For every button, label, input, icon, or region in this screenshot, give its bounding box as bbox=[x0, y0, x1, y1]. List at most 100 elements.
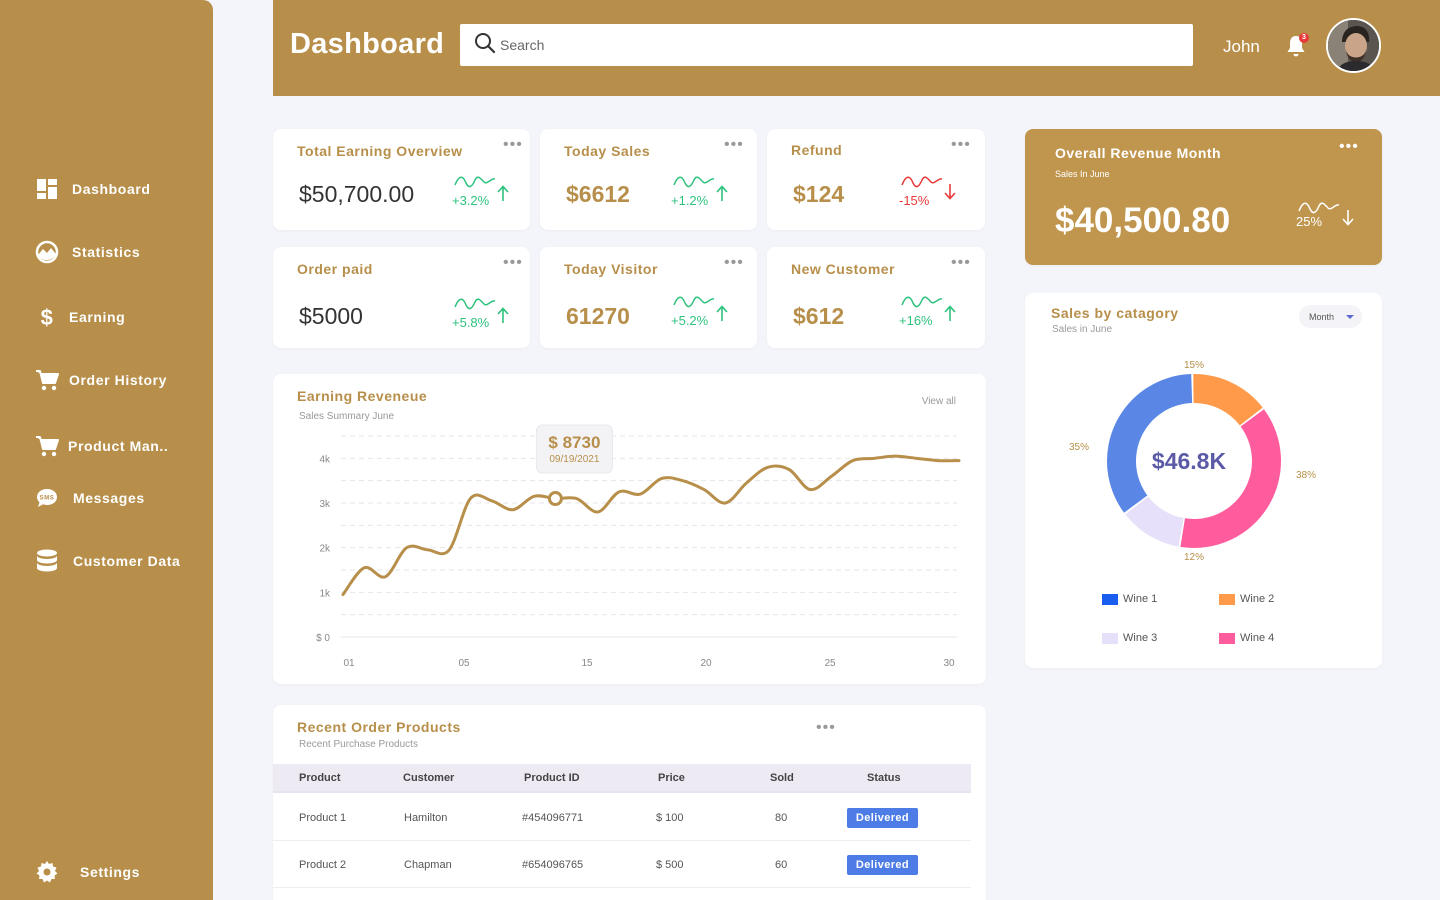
cell-sold: 60 bbox=[775, 859, 788, 871]
table-row[interactable]: Product 2 Chapman #654096765 $ 500 60 De… bbox=[273, 842, 971, 888]
earning-series-line bbox=[341, 454, 961, 597]
sidebar-item-customer-data[interactable]: Customer Data bbox=[34, 548, 180, 574]
stat-title: Total Earning Overview bbox=[297, 143, 463, 159]
sidebar-item-messages[interactable]: SMS Messages bbox=[34, 485, 145, 511]
y-tick-label: 1k bbox=[319, 588, 331, 599]
more-options-icon[interactable]: ••• bbox=[724, 254, 744, 271]
highlight-point[interactable] bbox=[547, 491, 563, 507]
revenue-subtitle: Sales In June bbox=[1055, 169, 1110, 179]
trend-indicator: 25% bbox=[1296, 201, 1366, 235]
legend-item: Wine 1 bbox=[1102, 593, 1157, 605]
cell-product: Product 2 bbox=[299, 859, 347, 871]
stat-value: 61270 bbox=[566, 303, 630, 329]
database-icon bbox=[34, 548, 60, 574]
sidebar-item-label: Messages bbox=[73, 490, 145, 506]
x-tick-label: 01 bbox=[343, 658, 355, 669]
view-all-link[interactable]: View all bbox=[921, 396, 956, 407]
search-bar[interactable] bbox=[460, 24, 1193, 66]
recent-orders-card: Recent Order Products Recent Purchase Pr… bbox=[273, 705, 986, 900]
cart-icon bbox=[34, 433, 60, 459]
table-row[interactable]: Product 1 Hamilton #454096771 $ 100 80 D… bbox=[273, 795, 971, 841]
settings-label: Settings bbox=[80, 864, 141, 880]
trend-percent: +5.2% bbox=[671, 313, 709, 328]
more-options-icon[interactable]: ••• bbox=[816, 719, 836, 736]
chart-title: Earning Reveneue bbox=[297, 388, 428, 404]
sidebar-item-label: Dashboard bbox=[72, 181, 151, 197]
sidebar-item-settings[interactable]: Settings bbox=[34, 859, 140, 885]
trend-percent: -15% bbox=[899, 193, 930, 208]
avatar[interactable] bbox=[1326, 18, 1381, 73]
tooltip-date: 09/19/2021 bbox=[549, 454, 599, 465]
pie-slice-wine-3[interactable] bbox=[1125, 496, 1184, 547]
stat-value: $124 bbox=[793, 181, 845, 207]
user-name[interactable]: John bbox=[1223, 37, 1260, 56]
stat-title: Today Sales bbox=[564, 143, 651, 159]
sidebar-item-label: Order History bbox=[69, 372, 168, 388]
notification-bell[interactable]: 3 bbox=[1286, 33, 1309, 58]
more-options-icon[interactable]: ••• bbox=[1339, 138, 1359, 155]
column-header[interactable]: Sold bbox=[770, 772, 794, 784]
trend-percent: +5.8% bbox=[452, 315, 490, 330]
trend-percent: 25% bbox=[1296, 214, 1323, 229]
table-subtitle: Recent Purchase Products bbox=[299, 739, 418, 750]
pie-slice-wine-4[interactable] bbox=[1180, 409, 1281, 548]
more-options-icon[interactable]: ••• bbox=[951, 254, 971, 271]
cell-customer: Chapman bbox=[404, 859, 452, 871]
column-header[interactable]: Price bbox=[658, 772, 685, 784]
more-options-icon[interactable]: ••• bbox=[503, 136, 523, 153]
sales-category-card: Sales by catagory Sales in June Month 15… bbox=[1025, 293, 1382, 668]
top-header: Dashboard John 3 bbox=[273, 0, 1440, 96]
column-header[interactable]: Product ID bbox=[524, 772, 580, 784]
gear-icon bbox=[34, 859, 60, 885]
stat-card-today-visitor: Today Visitor ••• 61270 +5.2% bbox=[540, 247, 757, 348]
status-badge: Delivered bbox=[847, 855, 918, 875]
trend-indicator: -15% bbox=[899, 175, 969, 209]
more-options-icon[interactable]: ••• bbox=[951, 136, 971, 153]
chart-title: Sales by catagory bbox=[1051, 305, 1179, 321]
pie-slice-wine-2[interactable] bbox=[1193, 374, 1263, 426]
trend-wave-icon bbox=[901, 176, 943, 188]
pie-slice-label: 12% bbox=[1184, 552, 1204, 563]
legend-swatch bbox=[1102, 593, 1118, 605]
trend-indicator: +3.2% bbox=[452, 175, 522, 209]
sidebar-item-statistics[interactable]: Statistics bbox=[34, 239, 140, 265]
column-header[interactable]: Product bbox=[299, 772, 341, 784]
search-input[interactable] bbox=[500, 37, 1100, 53]
sidebar-item-label: Statistics bbox=[72, 244, 141, 260]
stat-title: Order paid bbox=[297, 261, 373, 277]
stat-card-order-paid: Order paid ••• $5000 +5.8% bbox=[273, 247, 530, 348]
trend-indicator: +5.2% bbox=[671, 295, 741, 329]
notification-badge: 3 bbox=[1299, 33, 1309, 43]
stat-title: Refund bbox=[791, 142, 843, 158]
legend-label: Wine 2 bbox=[1240, 593, 1275, 605]
column-header[interactable]: Customer bbox=[403, 772, 455, 784]
trend-wave-icon bbox=[673, 176, 715, 188]
column-header[interactable]: Status bbox=[867, 772, 901, 784]
table-header: Product Customer Product ID Price Sold S… bbox=[273, 764, 971, 793]
period-select[interactable]: Month bbox=[1299, 305, 1362, 328]
x-tick-label: 30 bbox=[943, 658, 955, 669]
chart-subtitle: Sales Summary June bbox=[299, 411, 395, 422]
arrow-down-icon bbox=[944, 184, 956, 200]
y-tick-label: 3k bbox=[319, 499, 331, 510]
arrow-up-icon bbox=[716, 185, 728, 201]
sidebar-item-product-management[interactable]: Product Man.. bbox=[34, 433, 168, 459]
revenue-title: Overall Revenue Month bbox=[1055, 145, 1222, 161]
arrow-up-icon bbox=[497, 307, 509, 323]
pie-slice-wine-1[interactable] bbox=[1107, 374, 1193, 513]
arrow-up-icon bbox=[716, 305, 728, 321]
sidebar-item-order-history[interactable]: Order History bbox=[34, 367, 167, 393]
x-tick-label: 15 bbox=[581, 658, 593, 669]
trend-wave-icon bbox=[454, 298, 496, 310]
sidebar-item-earning[interactable]: $ Earning bbox=[34, 304, 125, 330]
legend-label: Wine 3 bbox=[1123, 632, 1158, 644]
y-tick-label: $ 0 bbox=[316, 633, 330, 644]
search-icon bbox=[474, 32, 496, 59]
svg-text:$: $ bbox=[41, 305, 54, 329]
more-options-icon[interactable]: ••• bbox=[724, 136, 744, 153]
earning-revenue-card: Earning Reveneue Sales Summary June View… bbox=[273, 374, 986, 684]
more-options-icon[interactable]: ••• bbox=[503, 254, 523, 271]
sidebar-item-dashboard[interactable]: Dashboard bbox=[34, 176, 151, 202]
legend-item: Wine 2 bbox=[1219, 593, 1274, 605]
trend-indicator: +5.8% bbox=[452, 297, 522, 331]
